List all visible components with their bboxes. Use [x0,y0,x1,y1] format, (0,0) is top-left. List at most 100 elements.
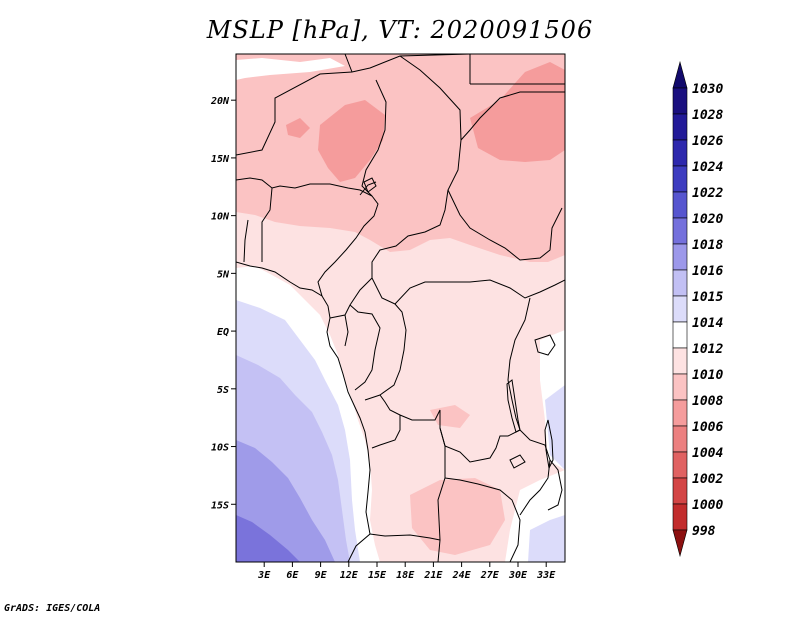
border-line [547,459,563,511]
colorbar-swatch [672,87,688,115]
border-line [261,187,273,262]
lake-tanganyika [506,379,521,433]
colorbar-swatch [672,139,688,167]
lake-victoria [534,334,556,356]
colorbar-swatch [672,295,688,323]
field-1020-band [236,515,300,562]
x-tick-label: 18E [396,570,415,581]
y-tick-label: 5N [217,269,230,280]
border-line [364,303,407,401]
x-tick-label: 21E [423,570,443,581]
lake-malawi [544,419,554,470]
colorbar-swatch [672,243,688,271]
river [359,181,377,196]
x-tick-label: 3E [257,570,271,581]
colorbar-label: 1015 [692,290,723,305]
colorbar-swatch [672,217,688,245]
border-line [236,54,471,156]
border-line [344,314,349,347]
colorbar-label: 1024 [692,160,723,175]
border-line [437,427,446,562]
country-borders [236,54,565,562]
border-line [344,54,353,73]
x-tick-label: 15E [368,570,387,581]
border-line [444,477,521,562]
x-tick-label: 6E [286,570,299,581]
field-1008-patch [318,100,385,182]
x-tick-label: 12E [340,570,359,581]
border-line [460,91,565,141]
colorbar-swatch [672,373,688,401]
border-line [379,297,531,463]
y-tick-label: 5S [217,385,229,396]
border-line [243,219,249,263]
colorbar-label: 1014 [692,316,723,331]
colorbar-swatch [672,399,688,427]
colorbar-label: 1028 [692,108,723,123]
x-axis: 3E 6E 9E 12E 15E 18E 21E 24E 27E 30E 33E [257,562,556,581]
colorbar-label: 1000 [692,498,723,513]
colorbar-swatch [672,451,688,479]
colorbar-label: 1004 [692,446,723,461]
field-1010-patch [410,478,505,555]
x-tick-label: 24E [452,570,472,581]
lake-chad [363,177,377,193]
colorbar-label: 998 [692,524,716,539]
x-tick-label: 33E [536,570,556,581]
border-line [369,533,441,541]
colorbar-swatch [672,425,688,453]
colorbar-label: 1018 [692,238,723,253]
colorbar-label: 1012 [692,342,723,357]
colorbar-label: 1016 [692,264,723,279]
border-line [371,415,401,449]
x-tick-label: 27E [480,570,500,581]
colorbar-label: 1022 [692,186,723,201]
field-1010-band [236,54,565,262]
border-line [349,304,381,391]
colorbar-label: 1026 [692,134,723,149]
y-tick-label: 10S [211,443,229,454]
colorbar-max-cap [672,60,688,89]
colorbar-label: 1020 [692,212,723,227]
colorbar-label: 1006 [692,420,723,435]
colorbar-swatch [672,477,688,505]
map-frame [235,53,566,563]
coastline-west [236,261,371,562]
x-tick-label: 9E [315,570,328,581]
colorbar-swatch [672,191,688,219]
y-tick-label: 15N [211,154,230,165]
border-line [371,55,565,305]
field-1008-patch [286,118,310,138]
colorbar-swatch [672,269,688,297]
y-tick-label: 15S [211,500,229,511]
y-tick-label: 20N [210,96,230,107]
border-line [447,189,563,261]
colorbar: 1030 1028 1026 1024 1022 1020 1018 1016 1015 1014… [672,60,723,558]
border-line [361,79,387,197]
colorbar-swatch [672,113,688,141]
colorbar-label: 1008 [692,394,723,409]
y-tick-label: 10N [211,212,230,223]
border-line [236,177,379,297]
credit-label: GrADS: IGES/COLA [4,603,101,614]
colorbar-swatch [672,503,688,531]
y-axis: 20N 15N 10N 5N EQ 5S 10S 15S [210,96,236,511]
colorbar-label: 1030 [692,82,723,97]
pressure-field [236,54,565,562]
colorbar-min-cap [672,529,688,558]
field-1008-patch [470,62,565,162]
field-1014-band [236,58,345,80]
lake-kariba [509,454,526,469]
colorbar-swatch [672,165,688,193]
x-tick-label: 30E [508,570,528,581]
colorbar-swatch [672,347,688,375]
colorbar-label: 1002 [692,472,723,487]
field-1015-band [528,515,565,562]
colorbar-swatch [672,321,688,349]
colorbar-label: 1010 [692,368,723,383]
chart-title: MSLP [hPa], VT: 2020091506 [206,16,594,44]
y-tick-label: EQ [217,327,229,338]
field-1015-band [545,385,565,470]
